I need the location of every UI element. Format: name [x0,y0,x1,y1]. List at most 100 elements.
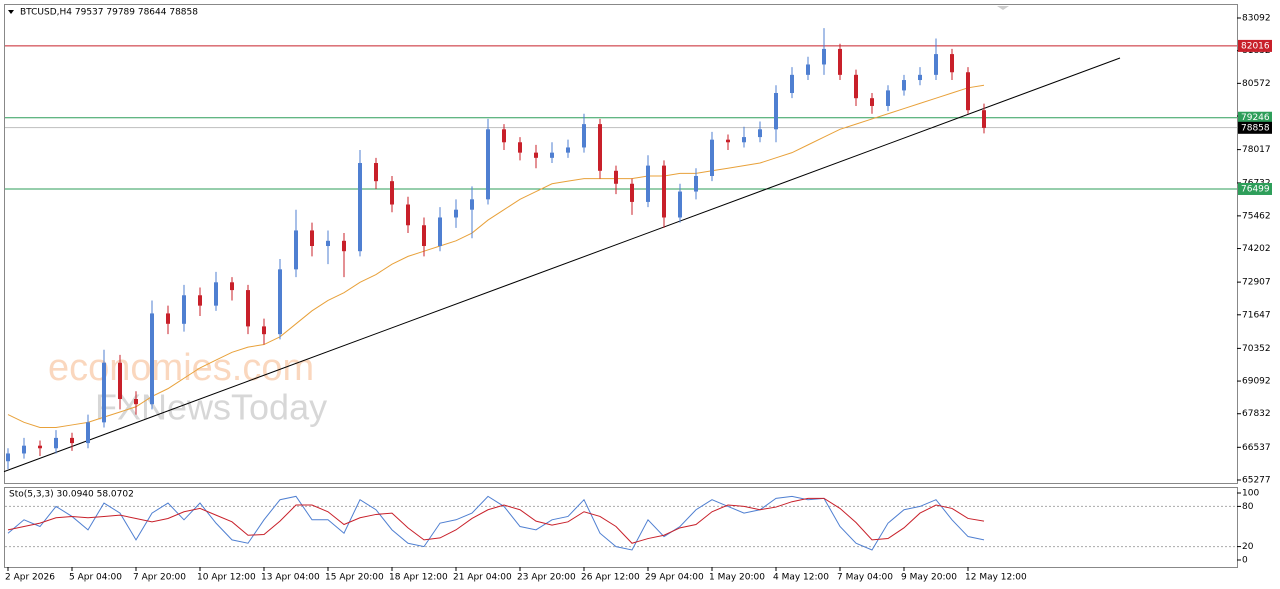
candle-body [838,48,842,75]
y-tick-label: 71647 [1242,310,1271,320]
candle-body [870,98,874,106]
candle-body [662,165,666,218]
y-tick-label: 69092 [1242,377,1271,387]
candle-body [390,181,394,205]
candle-body [694,175,698,192]
candle-body [246,290,250,327]
x-tick-label: 2 Apr 2026 [5,573,55,583]
candle-body [758,129,762,138]
trendline [3,57,1121,473]
candle-body [214,282,218,306]
candle-body [534,152,538,158]
y-tick-label: 74202 [1242,244,1271,254]
x-tick-label: 18 Apr 12:00 [389,573,448,583]
y-tick-label: 83092 [1242,14,1271,24]
candle-body [726,139,730,143]
candle-body [6,453,10,462]
candle-body [150,313,154,405]
candle-body [102,362,106,423]
candle-body [230,282,234,291]
x-tick-label: 21 Apr 04:00 [453,573,512,583]
stochastic-line [7,495,985,551]
indicator-panel [4,487,1238,568]
candle-body [374,163,378,182]
candle-body [918,74,922,81]
candle-body [198,295,202,306]
y-tick-label: 67832 [1242,409,1271,419]
menu-arrow [8,10,14,14]
indicator-label: Sto(5,3,3) 30.0940 58.0702 [9,490,134,500]
candle-body [950,54,954,73]
candle-body [182,295,186,324]
candle-body [406,204,410,226]
candle-body [854,74,858,99]
x-tick-label: 7 Apr 20:00 [133,573,186,583]
x-tick-label: 5 Apr 04:00 [69,573,122,583]
moving-average [7,84,985,429]
candle-body [70,437,74,444]
level-badge [1238,182,1272,195]
candle-body [566,147,570,153]
candle-body [134,399,138,405]
candle-body [902,80,906,91]
candle-body [262,326,266,335]
shift-marker [997,6,1009,10]
y-tick-label: 80572 [1242,79,1271,89]
candle-body [934,54,938,75]
y-tick-label: 0 [1242,556,1248,566]
candle-body [166,313,170,324]
x-tick-label: 29 Apr 04:00 [645,573,704,583]
level-label: 82016 [1241,41,1270,51]
candle-body [86,422,90,444]
x-tick-label: 13 Apr 04:00 [261,573,320,583]
candle-body [710,139,714,176]
candle-body [486,129,490,200]
candle-body [38,445,42,449]
candle-body [54,437,58,449]
candle-body [598,124,602,171]
x-tick-label: 26 Apr 12:00 [581,573,640,583]
watermark: FXNewsToday [95,387,327,428]
candle-body [326,240,330,247]
y-tick-label: 80 [1242,502,1254,512]
candle-body [582,124,586,148]
candle-body [630,183,634,202]
y-tick-label: 20 [1242,542,1254,552]
x-tick-label: 1 May 20:00 [709,573,765,583]
y-tick-label: 66537 [1242,443,1271,453]
candle-body [470,199,474,210]
x-tick-label: 23 Apr 20:00 [517,573,576,583]
candle-body [774,93,778,130]
y-tick-label: 75462 [1242,211,1271,221]
candle-body [342,240,346,252]
level-label: 76499 [1241,184,1270,194]
candle-body [806,64,810,75]
candle-body [454,209,458,218]
x-tick-label: 15 Apr 20:00 [325,573,384,583]
candle-body [678,191,682,218]
candle-body [982,110,986,128]
candle-body [614,170,618,184]
level-label: 79246 [1241,113,1270,123]
candle-body [966,72,970,111]
level-badge [1238,111,1272,124]
x-tick-label: 9 May 20:00 [901,573,957,583]
level-badge [1238,39,1272,52]
candle-body [790,74,794,94]
y-tick-label: 78017 [1242,145,1271,155]
y-tick-label: 65277 [1242,475,1271,485]
y-tick-label: 72907 [1242,278,1271,288]
candle-body [310,230,314,247]
candle-body [742,137,746,143]
candle-body [358,163,362,252]
candle-body [438,217,442,247]
candle-body [278,269,282,335]
candle-body [550,152,554,158]
level-badge [1238,121,1272,134]
y-tick-label: 100 [1242,489,1259,499]
candle-body [422,225,426,247]
x-tick-label: 7 May 04:00 [837,573,893,583]
main-panel [4,4,1238,484]
candle-body [518,142,522,153]
